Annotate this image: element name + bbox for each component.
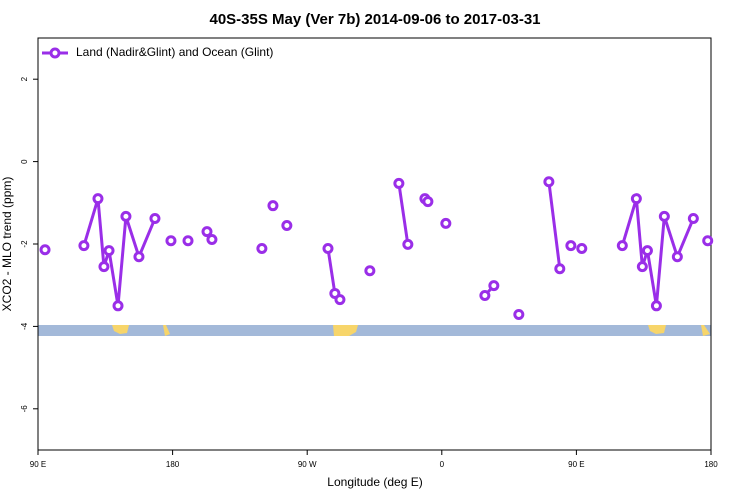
- land-blob: [163, 325, 170, 336]
- data-point: [364, 265, 376, 277]
- x-tick-label: 90 E: [30, 460, 46, 469]
- x-tick-label: 180: [704, 460, 718, 469]
- x-axis-label: Longitude (deg E): [327, 475, 422, 489]
- data-point: [393, 177, 405, 189]
- data-point: [513, 308, 525, 320]
- land-blob: [701, 325, 710, 336]
- y-axis-label: XCO2 - MLO trend (ppm): [0, 177, 14, 312]
- data-point: [702, 235, 714, 247]
- data-point: [565, 240, 577, 252]
- y-tick-label: 2: [20, 76, 29, 81]
- data-point: [440, 217, 452, 229]
- data-point: [267, 200, 279, 212]
- data-point: [165, 235, 177, 247]
- plot-frame: [37, 37, 712, 451]
- data-point: [98, 261, 110, 273]
- land-strip: [38, 325, 711, 336]
- data-point: [630, 193, 642, 205]
- legend-label: Land (Nadir&Glint) and Ocean (Glint): [76, 45, 273, 59]
- data-point: [334, 294, 346, 306]
- data-point: [39, 244, 51, 256]
- data-point: [658, 210, 670, 222]
- data-point: [479, 290, 491, 301]
- series-line: [84, 182, 708, 306]
- x-tick-label: 0: [440, 460, 445, 469]
- data-point: [281, 219, 293, 231]
- x-tick-label: 90 E: [568, 460, 584, 469]
- y-tick-label: 0: [20, 159, 29, 164]
- ocean-band: [38, 325, 711, 336]
- data-point: [687, 212, 699, 224]
- data-point: [554, 263, 566, 275]
- land-blob: [333, 325, 358, 336]
- data-point: [641, 245, 653, 257]
- data-point: [78, 240, 90, 252]
- data-point: [488, 280, 500, 292]
- data-point: [650, 300, 662, 312]
- data-point: [543, 176, 555, 188]
- data-point: [616, 240, 628, 252]
- data-point: [133, 251, 145, 263]
- y-tick-label: -6: [20, 405, 29, 413]
- data-point: [402, 238, 414, 250]
- data-point: [103, 245, 115, 257]
- x-tick-label: 90 W: [298, 460, 317, 469]
- data-point: [112, 300, 124, 312]
- land-blob: [648, 325, 666, 334]
- data-point: [201, 226, 213, 238]
- data-point: [182, 235, 194, 247]
- data-point: [149, 212, 161, 224]
- data-point: [120, 210, 132, 222]
- data-point: [92, 193, 104, 205]
- data-point: [576, 243, 588, 255]
- data-point: [322, 243, 334, 255]
- legend: Land (Nadir&Glint) and Ocean (Glint): [42, 45, 273, 59]
- data-point: [422, 196, 434, 208]
- land-blob: [112, 325, 129, 334]
- x-tick-label: 180: [166, 460, 180, 469]
- chart-title: 40S-35S May (Ver 7b) 2014-09-06 to 2017-…: [209, 11, 540, 28]
- y-tick-label: -4: [20, 322, 29, 330]
- legend-marker: [49, 47, 61, 59]
- data-point: [671, 251, 683, 263]
- data-point: [636, 261, 648, 273]
- data-point: [256, 243, 268, 255]
- data-point: [206, 233, 218, 245]
- y-tick-label: -2: [20, 240, 29, 248]
